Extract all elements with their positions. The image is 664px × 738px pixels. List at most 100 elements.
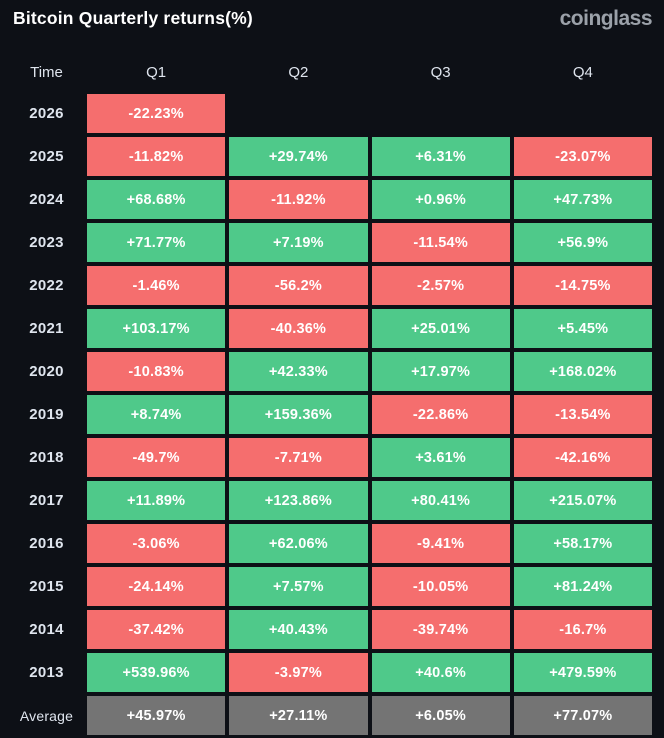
- table-row-2024: 2024 +68.68% -11.92% +0.96% +47.73%: [0, 180, 652, 219]
- return-cell-2013-Q2: -3.97%: [229, 653, 368, 692]
- row-year-label: 2014: [29, 621, 64, 638]
- return-cell-2021-Q2: -40.36%: [229, 309, 368, 348]
- return-cell-2016-Q3: -9.41%: [371, 524, 510, 563]
- row-year-label: 2019: [29, 406, 64, 423]
- return-cell-2023-Q1: +71.77%: [87, 223, 226, 262]
- return-cell-2023-Q3: -11.54%: [371, 223, 510, 262]
- table-row-2022: 2022 -1.46% -56.2% -2.57% -14.75%: [0, 266, 652, 305]
- return-cell-2024-Q3: +0.96%: [371, 180, 510, 219]
- return-cell-2017-Q4: +215.07%: [513, 481, 652, 520]
- table-row-2014: 2014 -37.42% +40.43% -39.74% -16.7%: [0, 610, 652, 649]
- return-cell-2013-Q1: +539.96%: [87, 653, 226, 692]
- table-row-2016: 2016 -3.06% +62.06% -9.41% +58.17%: [0, 524, 652, 563]
- return-cell-2013-Q3: +40.6%: [371, 653, 510, 692]
- table-row-2020: 2020 -10.83% +42.33% +17.97% +168.02%: [0, 352, 652, 391]
- return-cell-2015-Q4: +81.24%: [513, 567, 652, 606]
- return-cell-2023-Q2: +7.19%: [229, 223, 368, 262]
- return-cell-2018-Q1: -49.7%: [87, 438, 226, 477]
- return-cell-2026-Q1: -22.23%: [87, 94, 226, 133]
- column-header-q1: Q1: [146, 64, 167, 81]
- return-cell-2023-Q4: +56.9%: [513, 223, 652, 262]
- return-cell-2017-Q3: +80.41%: [371, 481, 510, 520]
- return-cell-2022-Q1: -1.46%: [87, 266, 226, 305]
- coinglass-logo[interactable]: coinglass: [559, 7, 653, 30]
- return-cell-Average-Q3: +6.05%: [371, 696, 510, 735]
- return-cell-2026-Q3: [372, 94, 510, 133]
- return-cell-2014-Q1: -37.42%: [87, 610, 226, 649]
- return-cell-2017-Q1: +11.89%: [87, 481, 226, 520]
- column-header-time: Time: [30, 64, 63, 81]
- return-cell-2024-Q2: -11.92%: [229, 180, 368, 219]
- row-year-label: 2023: [29, 234, 64, 251]
- table-row-2025: 2025 -11.82% +29.74% +6.31% -23.07%: [0, 137, 652, 176]
- table-row-2017: 2017 +11.89% +123.86% +80.41% +215.07%: [0, 481, 652, 520]
- return-cell-2026-Q2: [229, 94, 367, 133]
- table-row-2023: 2023 +71.77% +7.19% -11.54% +56.9%: [0, 223, 652, 262]
- return-cell-2016-Q4: +58.17%: [513, 524, 652, 563]
- row-year-label: 2020: [29, 363, 64, 380]
- return-cell-2015-Q2: +7.57%: [229, 567, 368, 606]
- row-year-label: 2013: [29, 664, 64, 681]
- column-header-q2: Q2: [288, 64, 309, 81]
- return-cell-2016-Q1: -3.06%: [87, 524, 226, 563]
- return-cell-2018-Q3: +3.61%: [371, 438, 510, 477]
- return-cell-2020-Q4: +168.02%: [513, 352, 652, 391]
- return-cell-2022-Q2: -56.2%: [229, 266, 368, 305]
- return-cell-2017-Q2: +123.86%: [229, 481, 368, 520]
- quarterly-returns-table: Time Q1 Q2 Q3 Q4 2026 -22.23% 2025 -11.82% +…: [0, 55, 652, 735]
- topbar: Bitcoin Quarterly returns(%) coinglass: [0, 0, 664, 30]
- table-row-2015: 2015 -24.14% +7.57% -10.05% +81.24%: [0, 567, 652, 606]
- return-cell-2019-Q4: -13.54%: [513, 395, 652, 434]
- return-cell-2022-Q4: -14.75%: [513, 266, 652, 305]
- table-row-2021: 2021 +103.17% -40.36% +25.01% +5.45%: [0, 309, 652, 348]
- return-cell-2026-Q4: [514, 94, 652, 133]
- return-cell-2014-Q4: -16.7%: [513, 610, 652, 649]
- column-header-q4: Q4: [572, 64, 593, 81]
- row-year-label: 2025: [29, 148, 64, 165]
- return-cell-2018-Q2: -7.71%: [229, 438, 368, 477]
- row-average-label: Average: [19, 707, 74, 724]
- table-row-2019: 2019 +8.74% +159.36% -22.86% -13.54%: [0, 395, 652, 434]
- return-cell-Average-Q1: +45.97%: [87, 696, 226, 735]
- return-cell-2019-Q2: +159.36%: [229, 395, 368, 434]
- row-year-label: 2017: [29, 492, 64, 509]
- return-cell-2016-Q2: +62.06%: [229, 524, 368, 563]
- return-cell-2020-Q1: -10.83%: [87, 352, 226, 391]
- return-cell-2025-Q1: -11.82%: [87, 137, 226, 176]
- row-year-label: 2026: [29, 105, 64, 122]
- table-header-row: Time Q1 Q2 Q3 Q4: [0, 55, 652, 90]
- return-cell-Average-Q4: +77.07%: [513, 696, 652, 735]
- table-row-2026: 2026 -22.23%: [0, 94, 652, 133]
- row-year-label: 2022: [29, 277, 64, 294]
- return-cell-2014-Q2: +40.43%: [229, 610, 368, 649]
- return-cell-2019-Q3: -22.86%: [371, 395, 510, 434]
- return-cell-Average-Q2: +27.11%: [229, 696, 368, 735]
- table-body: 2026 -22.23% 2025 -11.82% +29.74% +6.31% -23.0…: [0, 94, 652, 735]
- return-cell-2021-Q1: +103.17%: [87, 309, 226, 348]
- return-cell-2018-Q4: -42.16%: [513, 438, 652, 477]
- return-cell-2025-Q2: +29.74%: [229, 137, 368, 176]
- table-row-average: Average +45.97% +27.11% +6.05% +77.07%: [0, 696, 652, 735]
- return-cell-2013-Q4: +479.59%: [513, 653, 652, 692]
- return-cell-2014-Q3: -39.74%: [371, 610, 510, 649]
- return-cell-2025-Q3: +6.31%: [371, 137, 510, 176]
- return-cell-2020-Q2: +42.33%: [229, 352, 368, 391]
- return-cell-2024-Q1: +68.68%: [87, 180, 226, 219]
- row-year-label: 2016: [29, 535, 64, 552]
- return-cell-2015-Q1: -24.14%: [87, 567, 226, 606]
- return-cell-2025-Q4: -23.07%: [513, 137, 652, 176]
- row-year-label: 2015: [29, 578, 64, 595]
- return-cell-2015-Q3: -10.05%: [371, 567, 510, 606]
- table-row-2018: 2018 -49.7% -7.71% +3.61% -42.16%: [0, 438, 652, 477]
- page-title: Bitcoin Quarterly returns(%): [13, 8, 253, 28]
- column-header-q3: Q3: [430, 64, 451, 81]
- return-cell-2019-Q1: +8.74%: [87, 395, 226, 434]
- row-year-label: 2018: [29, 449, 64, 466]
- row-year-label: 2021: [29, 320, 64, 337]
- table-row-2013: 2013 +539.96% -3.97% +40.6% +479.59%: [0, 653, 652, 692]
- row-year-label: 2024: [29, 191, 64, 208]
- return-cell-2021-Q4: +5.45%: [513, 309, 652, 348]
- return-cell-2022-Q3: -2.57%: [371, 266, 510, 305]
- return-cell-2024-Q4: +47.73%: [513, 180, 652, 219]
